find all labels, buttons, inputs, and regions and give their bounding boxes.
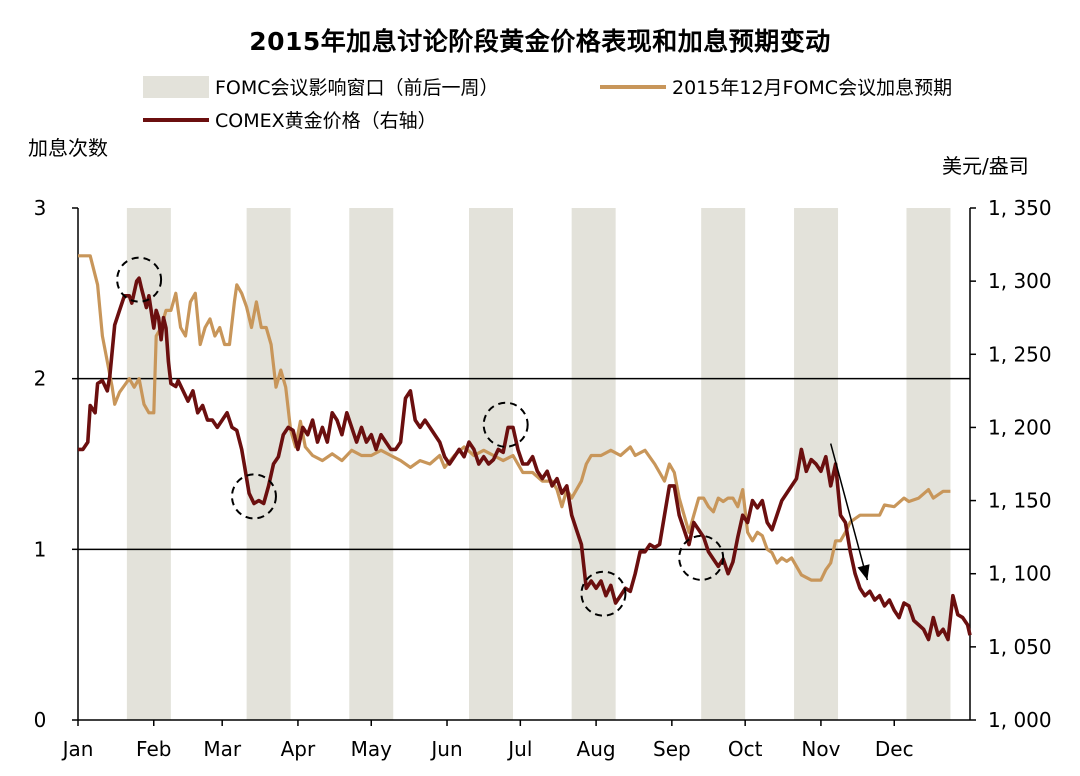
legend-item-fomc-window: FOMC会议影响窗口（前后一周） [143,73,499,100]
right-tick-label-7: 1, 350 [988,196,1052,220]
x-tick-label-7: Aug [577,737,616,761]
right-axis-title: 美元/盎司 [942,154,1029,178]
x-tick-label-0: Jan [61,737,94,761]
x-tick-label-9: Oct [728,737,763,761]
right-tick-label-3: 1, 150 [988,489,1052,513]
x-tick-label-5: Jun [429,737,462,761]
x-tick-label-10: Nov [801,737,840,761]
legend-item-rate-expectation: 2015年12月FOMC会议加息预期 [600,73,952,100]
left-tick-label-0: 0 [34,708,47,732]
right-tick-label-2: 1, 100 [988,562,1052,586]
x-tick-label-8: Sep [653,737,691,761]
fomc-window-band-5 [701,208,746,720]
right-tick-label-6: 1, 300 [988,269,1052,293]
annotation-circle-1 [230,473,277,520]
fomc-window-band-7 [906,208,951,720]
right-tick-label-4: 1, 200 [988,415,1052,439]
annotation-circle-3 [580,570,627,617]
legend-swatch-band [143,75,209,98]
left-tick-label-3: 3 [34,196,47,220]
legend-item-gold-price: COMEX黄金价格（右轴） [143,106,437,133]
left-axis-title: 加息次数 [28,136,108,160]
legend-label-gold: COMEX黄金价格（右轴） [215,110,437,132]
annotation-circle-2 [482,401,529,448]
annotation-circle-4 [678,534,725,581]
x-tick-label-6: Jul [506,737,532,761]
annotation-arrow-head [857,564,870,581]
fomc-window-band-2 [349,208,394,720]
legend-label-band: FOMC会议影响窗口（前后一周） [215,77,499,99]
fomc-window-band-1 [246,208,291,720]
legend-swatch-expect [600,84,666,89]
x-tick-label-11: Dec [875,737,914,761]
x-tick-label-3: Apr [281,737,316,761]
fomc-window-band-4 [571,208,616,720]
rate-expectation-line [78,254,951,582]
right-tick-label-1: 1, 050 [988,635,1052,659]
right-tick-label-5: 1, 250 [988,342,1052,366]
x-tick-label-2: Mar [203,737,242,761]
annotation-arrow-shaft [829,443,869,581]
x-tick-label-4: May [351,737,393,761]
annotation-circle-0 [116,256,163,303]
right-tick-label-0: 1, 000 [988,708,1052,732]
legend-label-expect: 2015年12月FOMC会议加息预期 [672,77,953,99]
legend-swatch-gold [143,117,209,122]
chart-title: 2015年加息讨论阶段黄金价格表现和加息预期变动 [249,27,831,56]
gold-price-line [78,276,972,642]
left-tick-label-1: 1 [34,537,47,561]
x-tick-label-1: Feb [136,737,171,761]
fomc-window-band-0 [126,208,171,720]
left-tick-label-2: 2 [34,367,47,391]
